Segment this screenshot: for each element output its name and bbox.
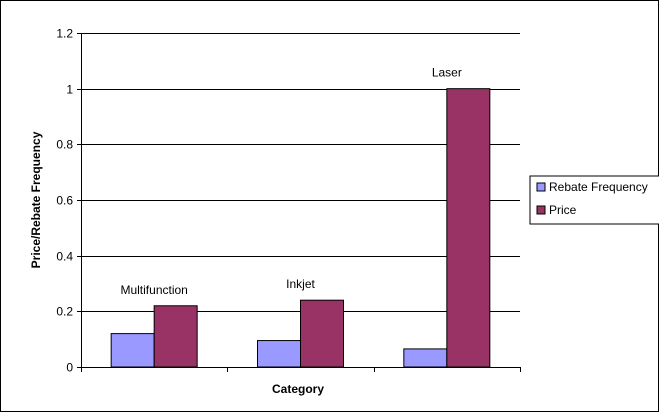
y-tick-label: 0.2: [56, 305, 73, 319]
y-tick-label: 1: [66, 83, 73, 97]
bar-price-inkjet: [300, 299, 344, 368]
category-annotation: Multifunction: [120, 283, 187, 297]
bar-rebate-frequency-laser: [403, 348, 448, 368]
y-tick-label: 0.6: [56, 194, 73, 208]
legend-box: [529, 175, 659, 225]
bar-price-multifunction: [153, 305, 198, 368]
legend-swatch-rebate-frequency: [536, 182, 546, 192]
y-tick-label: 0: [66, 361, 73, 375]
axes: [77, 33, 521, 372]
y-tick-label: 1.2: [56, 27, 73, 41]
category-annotations: Multifunction Inkjet Laser: [120, 66, 461, 297]
category-annotation: Inkjet: [286, 277, 315, 291]
legend-label-price: Price: [549, 203, 577, 217]
x-axis-title: Category: [272, 382, 324, 396]
y-axis-title: Price/Rebate Frequency: [29, 131, 43, 268]
legend-swatch-price: [536, 205, 546, 215]
category-annotation: Laser: [432, 66, 462, 80]
y-tick-label: 0.4: [56, 250, 73, 264]
legend: Rebate Frequency Price: [529, 175, 659, 225]
bars: [110, 88, 491, 368]
legend-label-rebate-frequency: Rebate Frequency: [549, 180, 648, 194]
y-tick-label: 0.8: [56, 138, 73, 152]
y-tick-labels: 0 0.2 0.4 0.6 0.8 1 1.2: [56, 27, 73, 375]
bar-rebate-frequency-inkjet: [257, 340, 301, 368]
bar-price-laser: [446, 88, 491, 368]
bar-rebate-frequency-multifunction: [110, 333, 155, 368]
